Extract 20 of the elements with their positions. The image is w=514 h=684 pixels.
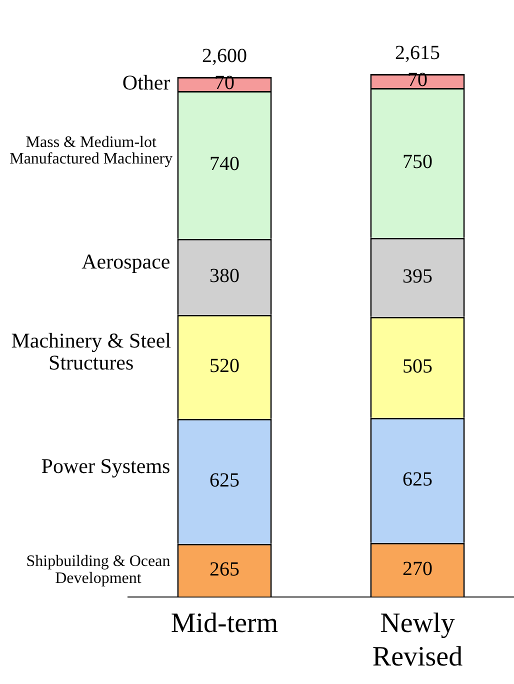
series-label: Power Systems	[41, 454, 170, 478]
data-label: 625	[210, 470, 240, 492]
series-label: Other	[122, 70, 170, 94]
data-label: 265	[210, 558, 240, 581]
data-label: 740	[210, 153, 240, 176]
data-label: 395	[402, 266, 432, 288]
x-tick-label: Mid-term	[170, 608, 278, 639]
data-label: 750	[402, 151, 432, 174]
series-label: Shipbuilding & Ocean Development	[26, 553, 170, 587]
total-label: 2,615	[395, 42, 440, 64]
data-label: 505	[402, 356, 432, 378]
data-label: 270	[402, 558, 432, 580]
data-label: 520	[210, 355, 240, 378]
series-label: Machinery & Steel Structures	[11, 328, 172, 374]
data-label: 380	[210, 265, 240, 288]
series-label: Mass & Medium-lot Manufactured Machinery	[10, 134, 173, 168]
series-label: Aerospace	[82, 249, 170, 274]
x-tick-label: Newly Revised	[372, 608, 463, 673]
total-label: 2,600	[202, 45, 247, 68]
data-label: 625	[402, 468, 432, 491]
